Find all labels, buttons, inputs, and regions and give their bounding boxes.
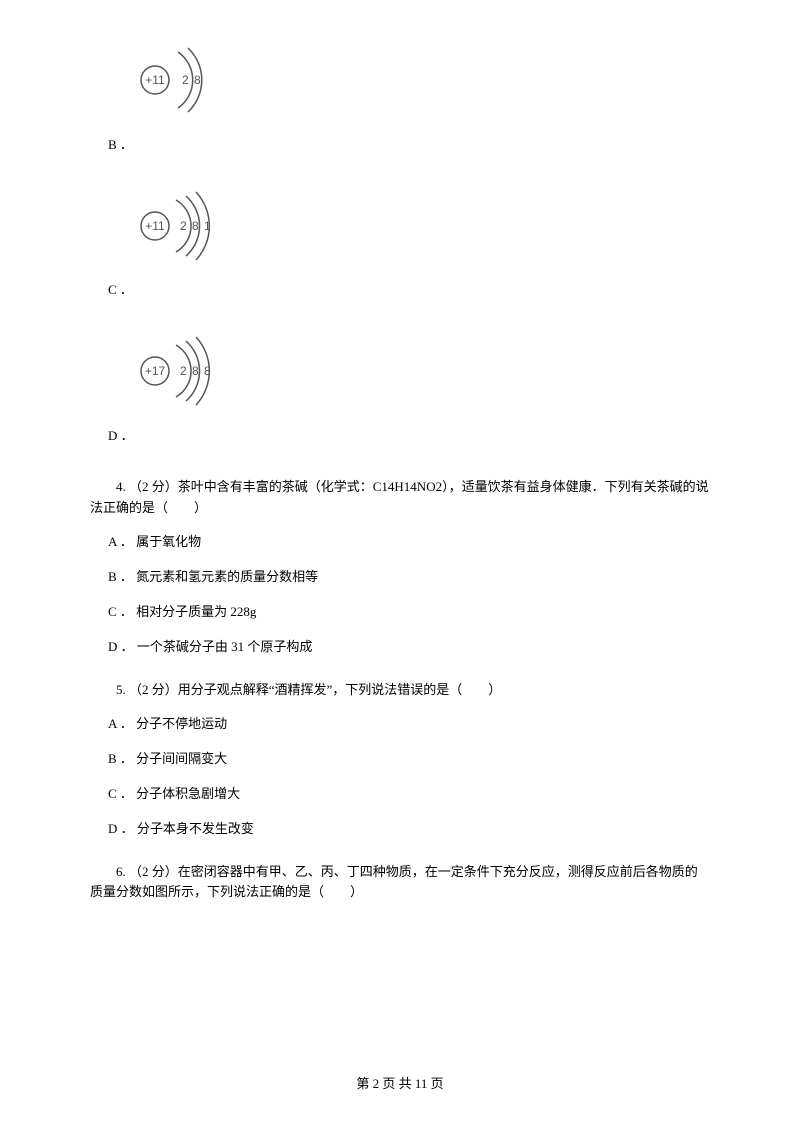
nucleus-b: +11 bbox=[145, 73, 165, 87]
nucleus-c: +11 bbox=[145, 219, 165, 233]
option-c-block: +11 2 8 1 C ． bbox=[90, 186, 710, 302]
shell-d-1: 8 bbox=[192, 364, 199, 378]
nucleus-d: +17 bbox=[145, 364, 166, 378]
option-d-label: D ． bbox=[108, 426, 710, 447]
atom-diagram-d: +17 2 8 8 bbox=[130, 331, 710, 418]
q5-option-d: D ． 分子本身不发生改变 bbox=[108, 819, 710, 840]
option-b-block: +11 2 8 B ． bbox=[90, 40, 710, 156]
shell-b-1: 8 bbox=[194, 73, 201, 87]
q4-option-b: B ． 氮元素和氢元素的质量分数相等 bbox=[108, 567, 710, 588]
shell-c-2: 1 bbox=[204, 219, 211, 233]
page-content: +11 2 8 B ． +11 2 8 1 C ． bbox=[0, 0, 800, 903]
q4-option-a: A ． 属于氧化物 bbox=[108, 532, 710, 553]
q4-option-c: C ． 相对分子质量为 228g bbox=[108, 602, 710, 623]
question-4-text: 4. （2 分）茶叶中含有丰富的茶碱（化学式：C14H14NO2），适量饮茶有益… bbox=[90, 477, 710, 519]
q4-option-d: D ． 一个茶碱分子由 31 个原子构成 bbox=[108, 637, 710, 658]
shell-c-0: 2 bbox=[180, 219, 187, 233]
atom-diagram-b: +11 2 8 bbox=[130, 40, 710, 127]
q5-option-a: A ． 分子不停地运动 bbox=[108, 714, 710, 735]
q5-option-b: B ． 分子间间隔变大 bbox=[108, 749, 710, 770]
shell-d-2: 8 bbox=[204, 364, 211, 378]
option-c-label: C ． bbox=[108, 280, 710, 301]
question-6-text: 6. （2 分）在密闭容器中有甲、乙、丙、丁四种物质，在一定条件下充分反应，测得… bbox=[90, 862, 710, 904]
shell-d-0: 2 bbox=[180, 364, 187, 378]
shell-b-0: 2 bbox=[182, 73, 189, 87]
option-b-label: B ． bbox=[108, 135, 710, 156]
q5-option-c: C ． 分子体积急剧增大 bbox=[108, 784, 710, 805]
question-5-text: 5. （2 分）用分子观点解释“酒精挥发”，下列说法错误的是（ ） bbox=[90, 680, 710, 701]
shell-c-1: 8 bbox=[192, 219, 199, 233]
option-d-block: +17 2 8 8 D ． bbox=[90, 331, 710, 447]
page-footer: 第 2 页 共 11 页 bbox=[0, 1073, 800, 1092]
atom-diagram-c: +11 2 8 1 bbox=[130, 186, 710, 273]
